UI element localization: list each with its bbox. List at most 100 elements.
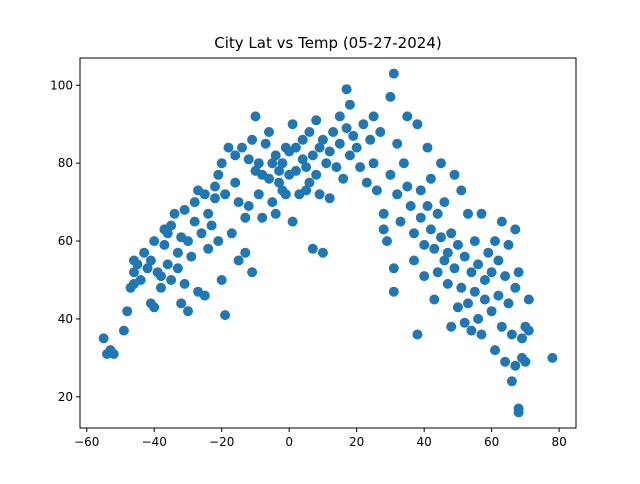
data-point (183, 236, 193, 247)
data-point (351, 142, 362, 153)
data-point (250, 111, 261, 122)
data-point (213, 169, 224, 180)
data-point (253, 189, 264, 200)
data-point (506, 376, 517, 387)
data-point (186, 251, 197, 262)
data-point (452, 302, 463, 313)
data-point (314, 189, 325, 200)
data-point (378, 208, 389, 219)
data-point (108, 349, 119, 359)
data-point (189, 197, 200, 208)
data-point (371, 185, 382, 196)
data-point (469, 286, 480, 297)
data-point (213, 236, 224, 247)
data-point (317, 134, 328, 145)
data-point (179, 278, 190, 289)
data-point (398, 158, 409, 169)
data-point (523, 325, 534, 336)
x-tick-label: 60 (484, 435, 499, 449)
data-point (230, 177, 241, 188)
data-point (149, 302, 160, 313)
data-point (344, 99, 355, 110)
data-point (490, 236, 500, 247)
data-point (338, 173, 349, 184)
data-point (199, 189, 210, 200)
data-point (307, 150, 318, 161)
data-point (473, 259, 484, 270)
data-point (290, 165, 301, 176)
data-point (425, 173, 436, 184)
data-point (439, 255, 450, 266)
data-point (122, 306, 133, 317)
data-point (510, 282, 521, 293)
data-point (513, 407, 524, 418)
data-point (385, 91, 396, 102)
data-point (311, 169, 322, 180)
data-point (523, 294, 534, 305)
data-point (392, 189, 403, 200)
data-point (476, 208, 487, 219)
data-point (415, 212, 426, 223)
data-point (243, 154, 254, 165)
data-point (98, 333, 109, 344)
data-point (196, 228, 207, 239)
data-point (466, 325, 477, 336)
y-tick-label: 60 (58, 234, 73, 248)
data-point (179, 204, 190, 215)
data-point (392, 138, 403, 149)
data-point (493, 255, 504, 266)
data-point (452, 239, 463, 250)
data-point (307, 243, 318, 254)
data-point (469, 236, 480, 247)
data-point (395, 216, 406, 227)
data-point (358, 119, 369, 130)
data-point (466, 267, 477, 278)
data-point (247, 134, 258, 145)
data-point (388, 68, 399, 79)
data-point (210, 181, 220, 192)
x-tick-label: −20 (209, 435, 234, 449)
data-point (230, 150, 241, 161)
data-point (463, 208, 473, 219)
y-tick-label: 40 (58, 312, 73, 326)
data-point (206, 220, 217, 231)
data-point (456, 282, 467, 293)
data-point (297, 134, 308, 145)
data-point (317, 247, 328, 258)
data-point (166, 275, 177, 285)
data-point (321, 158, 332, 169)
data-point (442, 247, 453, 258)
data-point (118, 325, 129, 336)
data-point (253, 158, 264, 169)
data-point (314, 142, 325, 153)
data-point (446, 321, 457, 332)
data-point (368, 111, 379, 122)
data-point (277, 158, 288, 169)
data-point (247, 267, 258, 278)
y-axis: 20 40 60 80 100 (50, 78, 80, 404)
data-point (243, 201, 254, 211)
data-point (341, 84, 352, 95)
data-point (490, 345, 500, 356)
data-point (436, 232, 446, 243)
data-point (274, 165, 285, 176)
data-point (129, 267, 139, 278)
data-point (422, 201, 433, 211)
data-point (361, 177, 372, 188)
data-point (388, 263, 399, 274)
data-point (459, 251, 470, 262)
data-point (456, 185, 467, 196)
data-point (264, 173, 274, 184)
data-point (233, 197, 244, 208)
data-point (436, 158, 446, 169)
data-point (328, 127, 339, 137)
data-point (280, 189, 291, 200)
data-point (324, 146, 335, 157)
x-axis: −60 −40 −20 0 20 40 60 80 (74, 428, 567, 449)
y-tick-label: 100 (50, 78, 73, 92)
data-point (409, 228, 419, 239)
data-point (429, 294, 440, 305)
data-point (517, 333, 527, 344)
x-tick-label: −60 (74, 435, 99, 449)
data-point (189, 216, 200, 227)
